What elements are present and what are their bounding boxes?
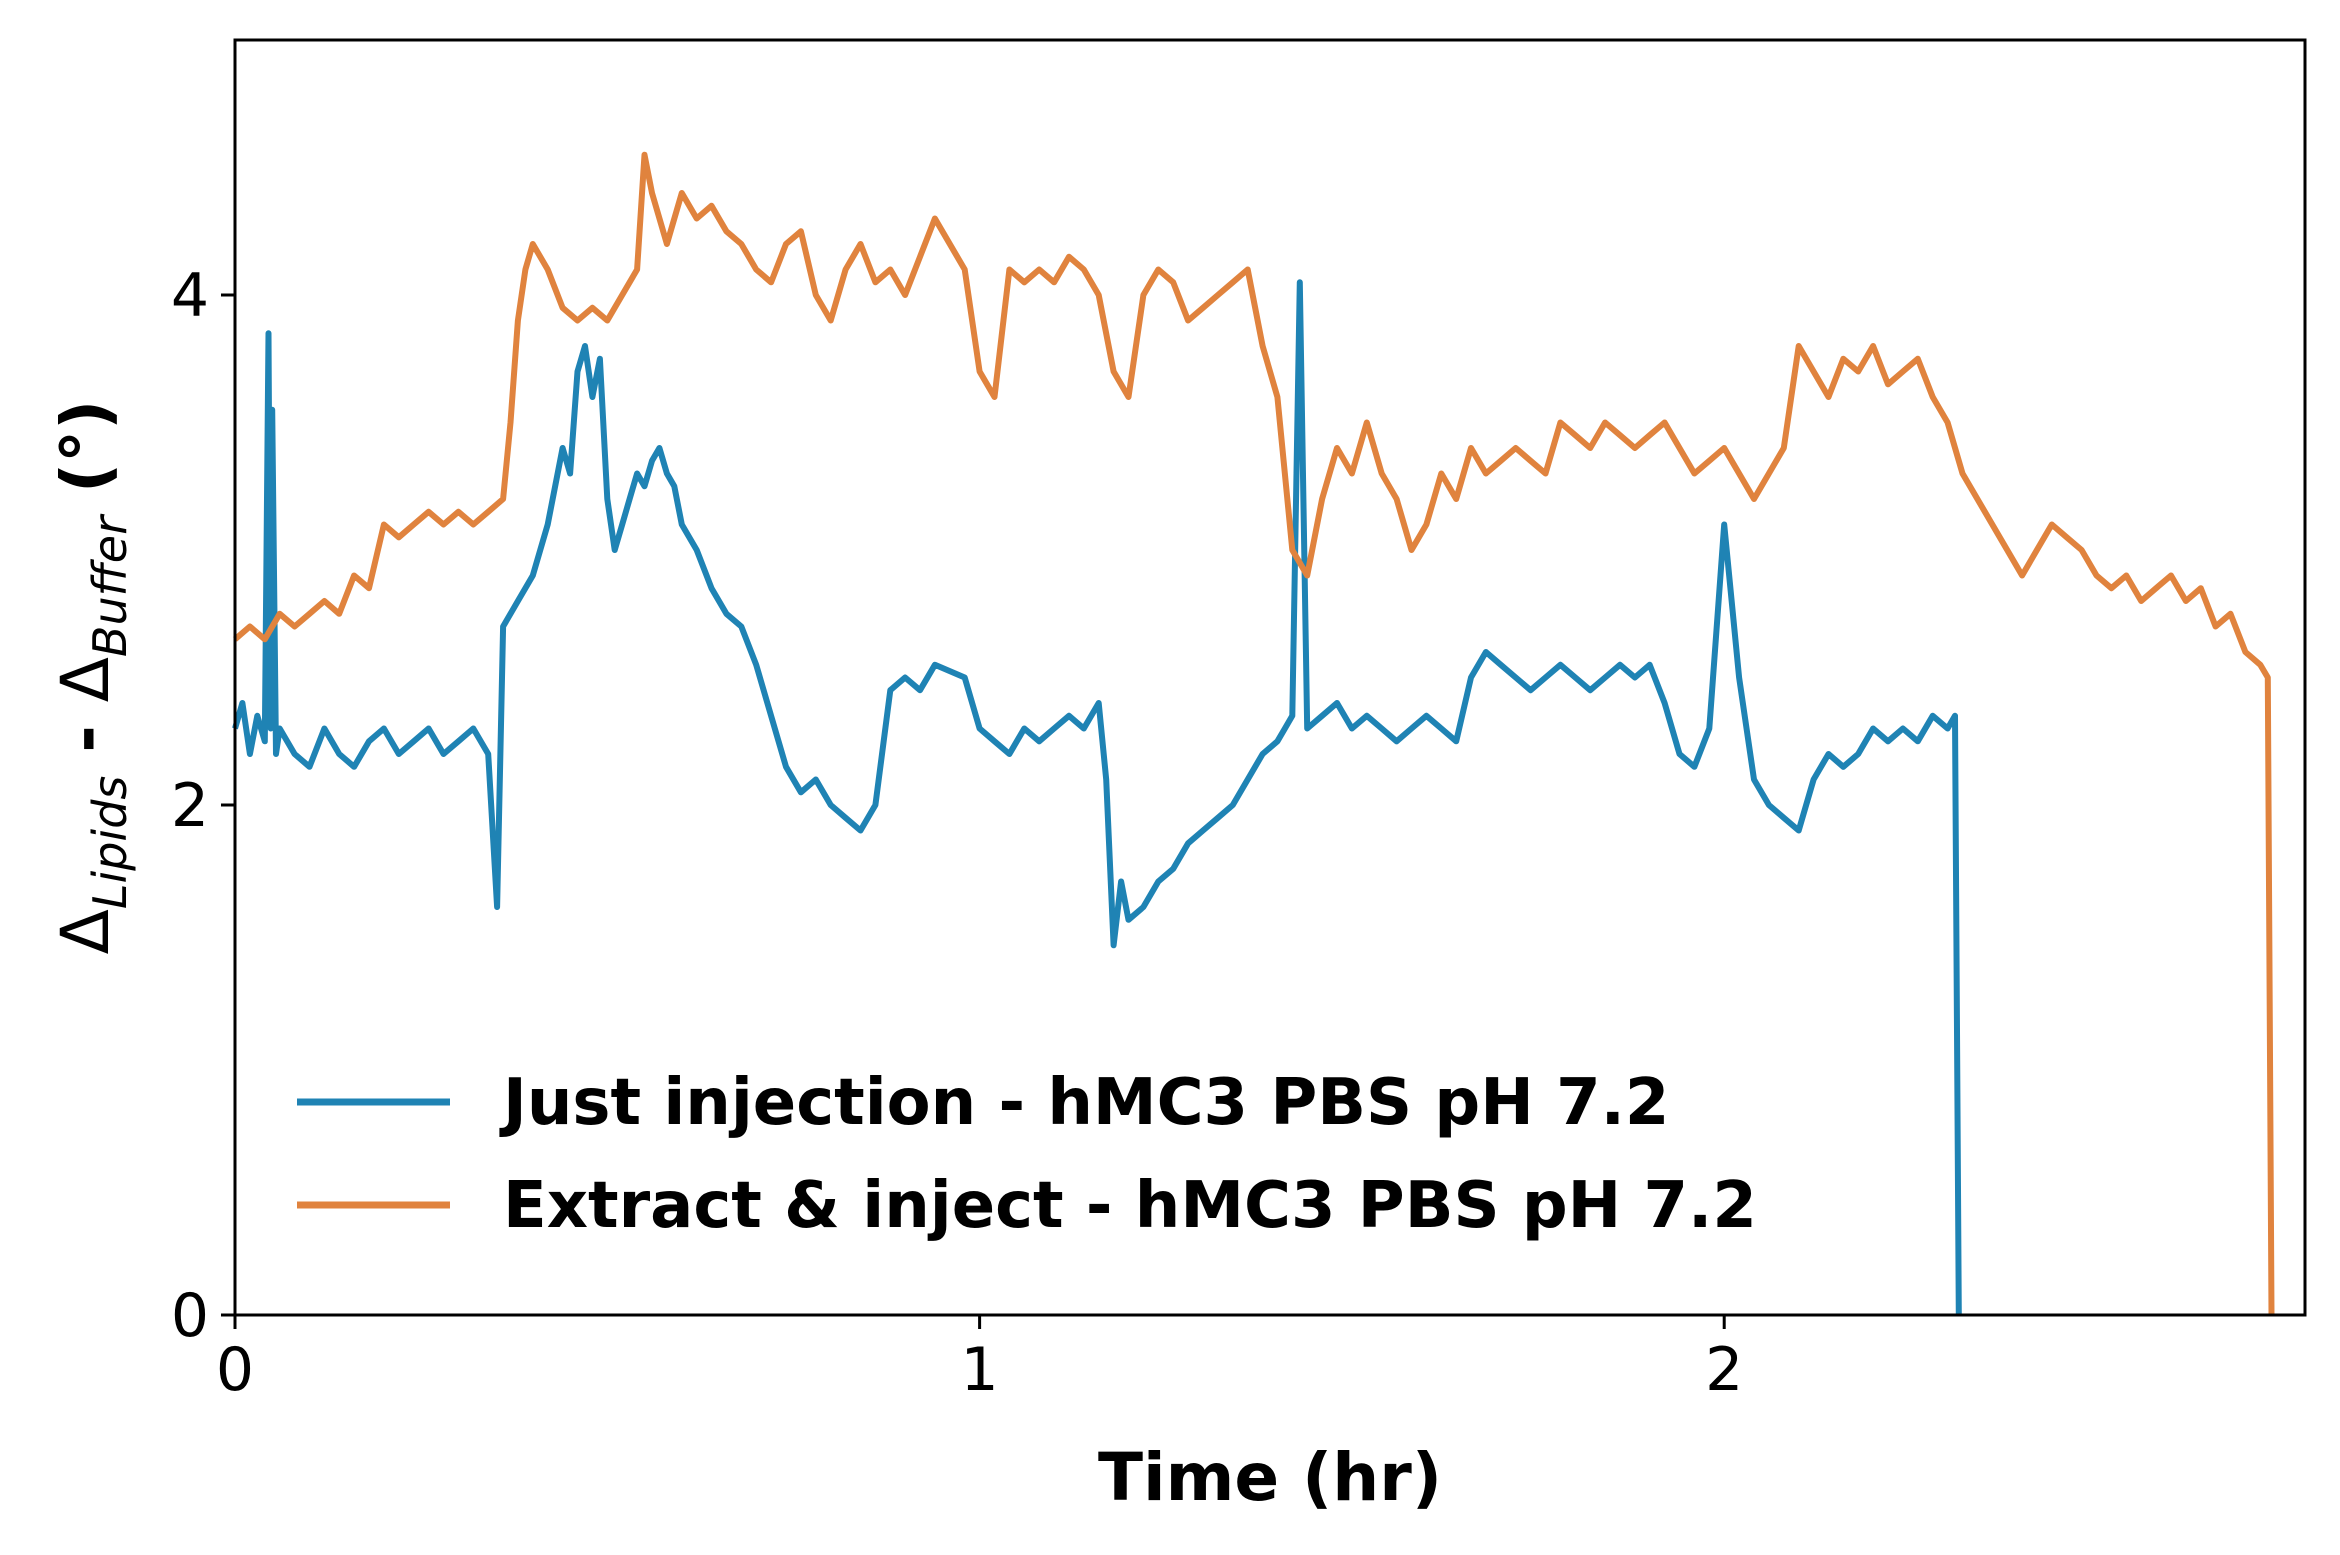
x-axis-label: Time (hr): [1098, 1439, 1442, 1516]
legend: Just injection - hMC3 PBS pH 7.2 Extract…: [297, 1066, 1757, 1243]
y-axis-label-dash: -: [47, 702, 124, 775]
y-tick-label: 4: [171, 261, 209, 331]
plot-frame: [233, 38, 2307, 1317]
y-axis: 0 2 4: [171, 261, 235, 1351]
y-axis-label-delta-1: Δ: [47, 909, 124, 954]
x-tick-label: 1: [961, 1335, 999, 1405]
series-line-0: [232, 279, 1962, 1316]
y-axis-label: ΔLipids - ΔBuffer (°): [47, 400, 137, 955]
y-axis-label-delta-2: Δ: [47, 657, 124, 702]
legend-label-extract-inject: Extract & inject - hMC3 PBS pH 7.2: [503, 1169, 1757, 1243]
x-tick-label: 0: [216, 1335, 254, 1405]
x-tick-label: 2: [1705, 1335, 1743, 1405]
series-line-1: [233, 151, 2275, 1316]
legend-label-just-injection: Just injection - hMC3 PBS pH 7.2: [499, 1066, 1669, 1140]
y-tick-label: 2: [171, 771, 209, 841]
y-axis-label-sub-lipids: Lipids: [83, 776, 137, 910]
y-axis-label-unit: (°): [47, 400, 124, 516]
y-axis-label-sub-buffer: Buffer: [83, 513, 137, 657]
y-tick-label: 0: [171, 1281, 209, 1351]
x-axis: 0 1 2: [216, 1315, 1743, 1405]
series-layer: [232, 151, 2275, 1316]
